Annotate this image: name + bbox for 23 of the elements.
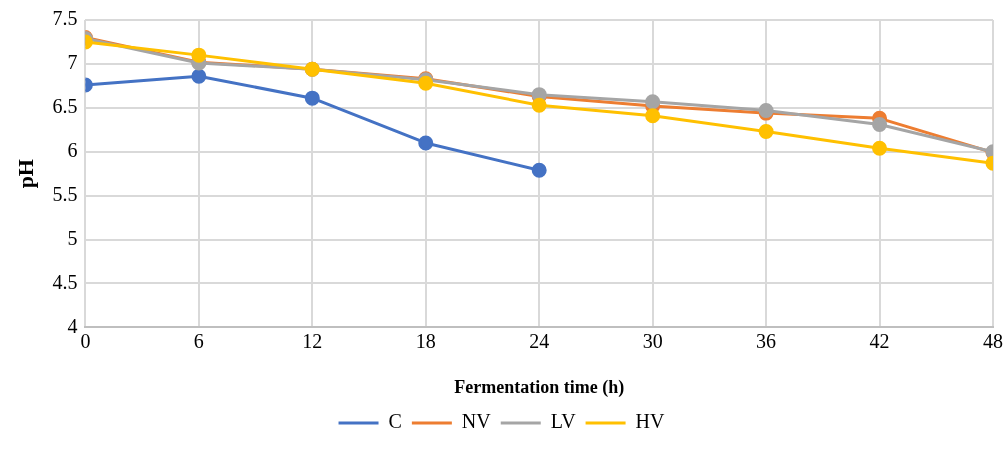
- y-tick-label: 5: [67, 226, 78, 249]
- y-tick-label: 7.5: [52, 7, 78, 30]
- x-tick-label: 42: [869, 329, 890, 352]
- legend-label: LV: [550, 410, 577, 433]
- x-tick-label: 6: [193, 329, 204, 352]
- y-tick-label: 7: [67, 51, 78, 74]
- y-tick-label: 4.5: [52, 270, 78, 293]
- x-axis-title: Fermentation time (h): [454, 376, 625, 398]
- legend-label: C: [388, 410, 402, 433]
- y-tick-label: 5.5: [52, 182, 78, 205]
- legend-label: NV: [461, 410, 492, 433]
- x-tick-label: 12: [302, 329, 323, 352]
- x-tick-label: 18: [415, 329, 436, 352]
- y-tick-label: 6.5: [52, 95, 78, 118]
- x-tick-label: 30: [642, 329, 663, 352]
- y-axis-title: pH: [12, 159, 38, 189]
- x-tick-label: 36: [756, 329, 777, 352]
- x-tick-label: 48: [983, 329, 1003, 352]
- x-tick-label: 24: [529, 329, 550, 352]
- y-tick-label: 6: [67, 138, 78, 161]
- y-tick-label: 4: [67, 314, 78, 337]
- x-tick-label: 0: [80, 329, 91, 352]
- legend-label: HV: [635, 410, 666, 433]
